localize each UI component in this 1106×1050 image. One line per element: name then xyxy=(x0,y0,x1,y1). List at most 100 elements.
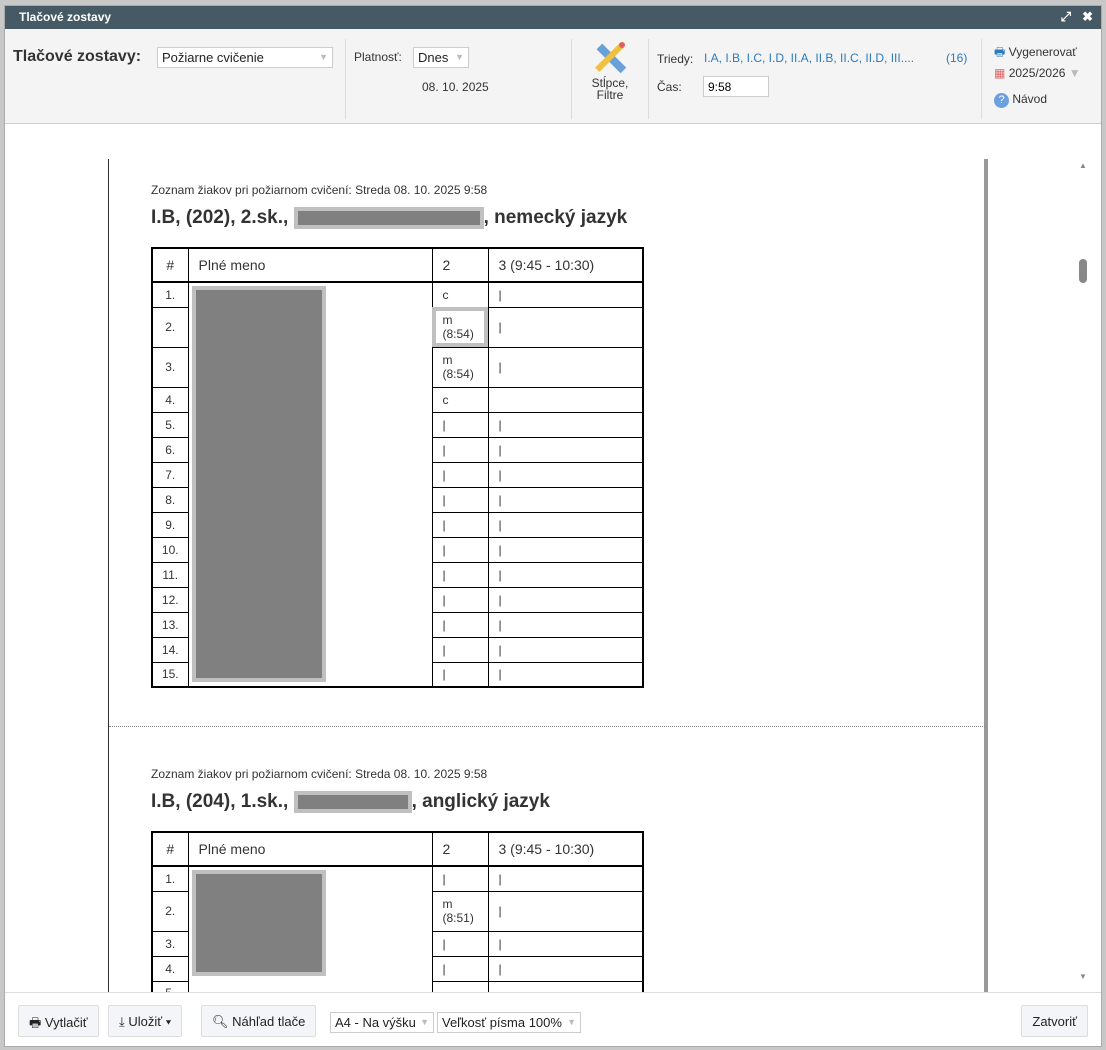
column-header: 2 xyxy=(431,831,489,867)
page-format-select[interactable]: A4 - Na výšku ▼ xyxy=(330,1012,434,1033)
print-button[interactable]: 🖶 Vytlačiť xyxy=(18,1005,99,1037)
generate-button[interactable]: 🖶 Vygenerovať xyxy=(994,43,1077,64)
validity-select[interactable]: Dnes ▼ xyxy=(413,47,469,68)
report-label: Tlačové zostavy: xyxy=(13,48,142,65)
lesson-2-cell: | xyxy=(431,511,489,538)
lesson-2-cell: m (8:51) xyxy=(431,890,489,932)
row-number: 4. xyxy=(151,955,189,982)
heading-prefix: I.B, (204), 1.sk., xyxy=(151,791,289,813)
generate-label: Vygenerovať xyxy=(1008,45,1077,59)
time-label: Čas: xyxy=(657,80,682,94)
report-select-value: Požiarne cvičenie xyxy=(162,50,264,65)
search-icon: 🔍︎ xyxy=(212,1014,229,1029)
lesson-2-cell: | xyxy=(431,561,489,588)
row-number: 3. xyxy=(151,346,189,388)
column-header: 3 (9:45 - 10:30) xyxy=(487,247,644,283)
table-row: 8. | | xyxy=(151,486,644,513)
heading-prefix: I.B, (202), 2.sk., xyxy=(151,207,289,229)
row-number: 1. xyxy=(151,865,189,892)
lesson-3-cell: | xyxy=(487,890,644,932)
attendance-table: # Plné meno 2 3 (9:45 - 10:30) 1. | | 2. m (8:51… xyxy=(151,831,644,996)
redacted-student-names xyxy=(191,286,326,682)
lesson-2-cell: | xyxy=(431,586,489,613)
footer: 🖶 Vytlačiť ⤓ Uložiť ▾ 🔍︎ Náhľad tlače A4… xyxy=(5,992,1101,1046)
close-button[interactable]: Zatvoriť xyxy=(1021,1005,1088,1037)
save-button[interactable]: ⤓ Uložiť ▾ xyxy=(108,1005,183,1037)
vertical-scrollbar[interactable]: ▲ ▼ xyxy=(1077,161,1089,981)
name-column xyxy=(187,281,433,688)
lesson-2-cell: | xyxy=(431,636,489,663)
table-header-row: # Plné meno 2 3 (9:45 - 10:30) xyxy=(151,831,644,867)
table-row: 2. m (8:54) | xyxy=(151,306,644,348)
lesson-2-cell: m (8:54) xyxy=(431,346,489,388)
lesson-2-cell: | xyxy=(431,661,489,688)
print-preview-button[interactable]: 🔍︎ Náhľad tlače xyxy=(201,1005,317,1037)
time-input[interactable] xyxy=(703,76,769,97)
attendance-table: # Plné meno 2 3 (9:45 - 10:30) 1. c | 2. m (8:54… xyxy=(151,247,644,688)
page-format-value: A4 - Na výšku xyxy=(335,1015,416,1030)
print-reports-window: Tlačové zostavy ⤢ ✖ Tlačové zostavy: Pož… xyxy=(4,5,1102,1047)
row-number: 2. xyxy=(151,306,189,348)
lesson-2-cell: | xyxy=(431,461,489,488)
lesson-2-cell: | xyxy=(431,865,489,892)
table-row: 1. c | xyxy=(151,281,644,688)
close-icon[interactable]: ✖ xyxy=(1082,9,1093,24)
name-column xyxy=(187,865,433,996)
window-title: Tlačové zostavy xyxy=(19,10,112,24)
font-size-select[interactable]: Veľkosť písma 100% ▼ xyxy=(437,1012,581,1033)
classes-link[interactable]: I.A, I.B, I.C, I.D, II.A, II.B, II.C, II… xyxy=(704,51,915,65)
validity-label: Platnosť: xyxy=(354,50,402,64)
scrollbar-thumb[interactable] xyxy=(1079,259,1087,283)
scroll-down-icon[interactable]: ▼ xyxy=(1079,972,1087,981)
school-year-value: 2025/2026 xyxy=(1008,66,1066,80)
column-header: # xyxy=(151,831,189,867)
table-row: 14. | | xyxy=(151,636,644,663)
lesson-3-cell: | xyxy=(487,461,644,488)
report-section-1: Zoznam žiakov pri požiarnom cvičení: Str… xyxy=(109,159,985,727)
heading-suffix: , anglický jazyk xyxy=(411,791,550,813)
columns-filters-button[interactable]: Stĺpce, Filtre xyxy=(579,39,641,101)
chevron-down-icon: ▼ xyxy=(319,52,328,62)
report-caption: Zoznam žiakov pri požiarnom cvičení: Str… xyxy=(151,183,488,197)
printer-icon: 🖶 xyxy=(994,45,1006,59)
font-size-value: Veľkosť písma 100% xyxy=(442,1015,562,1030)
lesson-2-cell: | xyxy=(431,486,489,513)
lesson-3-cell: | xyxy=(487,661,644,688)
lesson-3-cell: | xyxy=(487,955,644,982)
report-heading: I.B, (202), 2.sk., , nemecký jazyk xyxy=(151,207,627,229)
lesson-2-cell: c xyxy=(431,386,489,413)
lesson-3-cell: | xyxy=(487,865,644,892)
school-year-select[interactable]: ▦ 2025/2026 ▼ xyxy=(994,66,1081,80)
lesson-3-cell: | xyxy=(487,436,644,463)
calendar-icon: ▦ xyxy=(994,66,1006,80)
table-row: 1. | | xyxy=(151,865,644,996)
classes-count[interactable]: (16) xyxy=(946,51,968,65)
lesson-3-cell: | xyxy=(487,586,644,613)
lesson-2-cell: | xyxy=(431,536,489,563)
column-header: 2 xyxy=(431,247,489,283)
redacted-student-names xyxy=(191,870,326,976)
report-select[interactable]: Požiarne cvičenie ▼ xyxy=(157,47,333,68)
lesson-3-cell: | xyxy=(487,306,644,348)
scroll-up-icon[interactable]: ▲ xyxy=(1079,161,1087,170)
lesson-3-cell: | xyxy=(487,536,644,563)
columns-label: Stĺpce, xyxy=(591,76,629,90)
report-caption: Zoznam žiakov pri požiarnom cvičení: Str… xyxy=(151,767,488,781)
lesson-2-cell: | xyxy=(431,930,489,957)
lesson-2-cell: | xyxy=(431,436,489,463)
maximize-icon[interactable]: ⤢ xyxy=(1060,9,1071,24)
column-header: Plné meno xyxy=(187,831,433,867)
row-number: 10. xyxy=(151,536,189,563)
title-bar: Tlačové zostavy ⤢ ✖ xyxy=(5,6,1101,29)
help-icon: ? xyxy=(994,93,1009,108)
row-number: 6. xyxy=(151,436,189,463)
redacted-teacher-name xyxy=(293,791,412,813)
guide-label: Návod xyxy=(1012,92,1048,106)
redacted-teacher-name xyxy=(293,207,484,229)
table-row: 7. | | xyxy=(151,461,644,488)
report-section-2: Zoznam žiakov pri požiarnom cvičení: Str… xyxy=(109,727,985,996)
row-number: 5. xyxy=(151,411,189,438)
guide-button[interactable]: ? Návod xyxy=(994,92,1047,108)
chevron-down-icon: ▼ xyxy=(455,52,464,62)
chevron-down-icon: ▼ xyxy=(1068,66,1081,80)
